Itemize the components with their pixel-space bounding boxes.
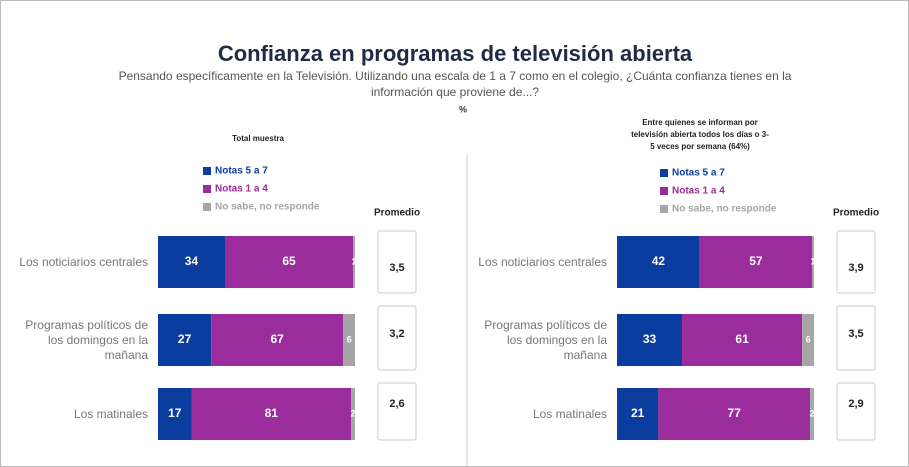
bar-value-label: 42 — [652, 254, 666, 268]
chart-title: Confianza en programas de televisión abi… — [218, 41, 693, 66]
bar-value-label: 33 — [643, 332, 657, 346]
panel-title: Total muestra — [232, 134, 284, 143]
average-title: Promedio — [374, 208, 420, 219]
bar-segment — [158, 236, 225, 288]
bar-value-label: 34 — [185, 254, 199, 268]
bar-segment — [158, 314, 212, 366]
category-label-box: Los noticiarios centrales — [19, 254, 148, 269]
bar-value-label: 65 — [282, 254, 296, 268]
average-label: 3,2 — [389, 328, 404, 340]
bar-segment — [617, 314, 683, 366]
legend-swatch — [203, 167, 211, 175]
legend-swatch — [203, 203, 211, 211]
category-label-box: Los noticiarios centrales — [478, 254, 607, 269]
bar-segment — [812, 236, 814, 288]
bar-value-label: 1 — [811, 256, 816, 266]
category-label: Los noticiarios centrales — [478, 254, 607, 269]
average-label: 2,9 — [848, 398, 863, 410]
legend-label: Notas 1 a 4 — [215, 184, 268, 195]
category-label-box: Programas políticos de los domingos en l… — [484, 317, 607, 362]
bar-segment — [699, 236, 813, 288]
bar-segment — [617, 236, 700, 288]
category-label: Programas políticos de los domingos en l… — [25, 317, 148, 362]
bar-value-label: 2 — [810, 408, 815, 418]
average-label: 3,5 — [389, 262, 404, 274]
average-box — [377, 230, 417, 294]
category-label: Los matinales — [73, 406, 148, 421]
bar-value-label: 77 — [728, 406, 742, 420]
bar-segment — [351, 388, 355, 440]
bar-value-label: 27 — [178, 332, 192, 346]
average-title: Promedio — [833, 208, 879, 219]
average-label: 3,5 — [848, 328, 863, 340]
category-label-box: Los matinales — [73, 406, 148, 421]
average-box — [377, 382, 417, 441]
average-label: 3,9 — [848, 262, 863, 274]
bar-segment — [211, 314, 344, 366]
bar-segment — [224, 236, 354, 288]
legend-swatch — [660, 205, 668, 213]
bar-segment — [658, 388, 811, 440]
bar-segment — [191, 388, 352, 440]
legend-swatch — [203, 185, 211, 193]
bar-value-label: 1 — [352, 256, 357, 266]
average-box — [836, 305, 876, 371]
panel-title: Entre quienes se informan por televisión… — [631, 118, 769, 151]
legend-label: Notas 1 a 4 — [672, 186, 725, 197]
bar-segment — [682, 314, 803, 366]
bar-segment — [810, 388, 814, 440]
category-label-box: Los matinales — [532, 406, 607, 421]
bar-segment — [802, 314, 814, 366]
legend-label: Notas 5 a 7 — [215, 166, 268, 177]
bar-value-label: 57 — [749, 254, 763, 268]
bar-value-label: 17 — [168, 406, 182, 420]
bar-value-label: 6 — [347, 334, 352, 344]
subtitle: Pensando específicamente en la Televisió… — [118, 69, 792, 99]
legend-label: Notas 5 a 7 — [672, 168, 725, 179]
subtitle-box: Pensando específicamente en la Televisió… — [118, 69, 792, 99]
bar-value-label: 81 — [265, 406, 279, 420]
bar-value-label: 67 — [271, 332, 285, 346]
legend-swatch — [660, 187, 668, 195]
category-label: Programas políticos de los domingos en l… — [484, 317, 607, 362]
category-label: Los noticiarios centrales — [19, 254, 148, 269]
unit: % — [459, 104, 467, 114]
bar-segment — [617, 388, 659, 440]
legend-label: No sabe, no responde — [672, 204, 777, 215]
legend-label: No sabe, no responde — [215, 202, 320, 213]
category-label: Los matinales — [532, 406, 607, 421]
average-box — [836, 230, 876, 294]
legend-swatch — [660, 169, 668, 177]
bar-value-label: 61 — [735, 332, 749, 346]
average-label: 2,6 — [389, 398, 404, 410]
bar-value-label: 21 — [631, 406, 645, 420]
bar-segment — [158, 388, 192, 440]
bar-segment — [353, 236, 355, 288]
average-box — [836, 382, 876, 441]
bar-value-label: 2 — [351, 408, 356, 418]
category-label-box: Programas políticos de los domingos en l… — [25, 317, 148, 362]
bar-segment — [343, 314, 355, 366]
panel-title-box: Entre quienes se informan por televisión… — [631, 118, 769, 151]
average-box — [377, 305, 417, 371]
panel-title-box: Total muestra — [232, 134, 284, 143]
bar-value-label: 6 — [806, 334, 811, 344]
